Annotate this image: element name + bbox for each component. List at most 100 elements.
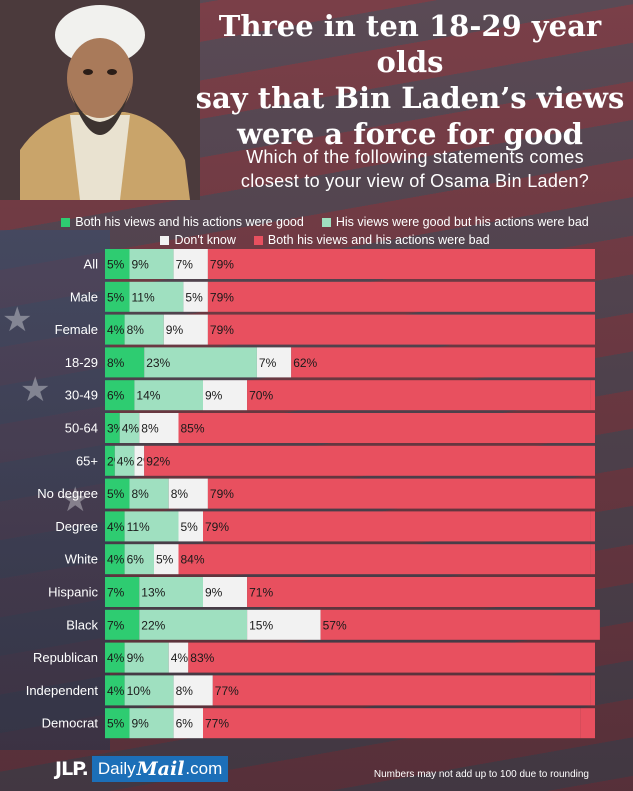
legend-item: Both his views and his actions were bad (253, 233, 490, 247)
bar-segment (105, 675, 125, 706)
bar-segment (178, 544, 591, 575)
legend-item: Both his views and his actions were good (61, 215, 304, 229)
data-label: 5% (107, 487, 125, 501)
bar-segment (178, 511, 203, 542)
data-label: 83% (190, 651, 214, 665)
category-label: 18-29 (65, 355, 98, 370)
data-label: 23% (146, 356, 170, 370)
data-label: 22% (141, 618, 165, 632)
logo-daily: Daily (97, 759, 136, 778)
bar-segment (134, 445, 145, 476)
bar-segment (129, 249, 174, 279)
bar-segment (105, 314, 125, 345)
title-line: say that Bin Laden’s views (195, 81, 625, 115)
bar-segment (144, 347, 257, 378)
category-label: Female (55, 322, 98, 337)
data-label: 77% (215, 684, 239, 698)
data-label: 8% (141, 422, 159, 436)
bar-segment (105, 642, 125, 673)
data-label: 9% (205, 389, 223, 403)
bar-segment (183, 281, 208, 312)
legend-swatch (253, 235, 263, 245)
category-label: 30-49 (65, 388, 98, 403)
data-label: 7% (107, 618, 125, 632)
bar-segment (256, 347, 292, 378)
data-label: 4% (107, 323, 125, 337)
bar-segment (124, 675, 174, 706)
bar-segment (129, 281, 184, 312)
category-label: Hispanic (48, 585, 98, 600)
data-label: 4% (107, 520, 125, 534)
portrait-photo (0, 0, 200, 200)
data-label: 70% (249, 389, 273, 403)
bar-segment (105, 347, 145, 378)
legend-item: Don't know (160, 233, 236, 247)
category-label: Republican (33, 650, 98, 665)
category-label: Democrat (42, 716, 99, 731)
bar-segment (188, 642, 596, 673)
subtitle: Which of the following statements comes … (205, 145, 625, 193)
data-label: 57% (323, 618, 347, 632)
category-label: Degree (55, 519, 98, 534)
bar-segment (203, 380, 248, 411)
data-label: 9% (132, 717, 150, 731)
bar-segment (154, 544, 179, 575)
bar-segment (105, 478, 130, 509)
data-label: 7% (176, 258, 194, 272)
star-icon: ★ (20, 371, 51, 409)
stacked-bar-chart: All 5% 9% 7% 79%Male 5% 11% 5% 79%Female 4% 8% 9% 79… (26, 249, 600, 739)
bar-segment (173, 249, 208, 279)
data-label: 4% (107, 651, 125, 665)
bar-segment (105, 708, 130, 739)
data-label: 7% (107, 586, 125, 600)
bar-segment (163, 314, 208, 345)
bar-segment (129, 478, 169, 509)
data-label: 85% (181, 422, 205, 436)
data-label: 13% (141, 586, 165, 600)
data-label: 8% (107, 356, 125, 370)
data-label: 15% (249, 618, 273, 632)
data-label: 5% (156, 553, 174, 567)
legend-label: Both his views and his actions were good (75, 215, 304, 229)
data-label: 92% (146, 454, 170, 468)
bar-segment (144, 445, 595, 476)
data-label: 77% (205, 717, 229, 731)
bar-segment (105, 609, 140, 640)
brand-logo: JLP. Daily Mail .com (55, 756, 229, 782)
data-label: 79% (205, 520, 229, 534)
bar-fill-remainder (590, 380, 595, 411)
data-label: 79% (210, 487, 234, 501)
flag-canton (0, 230, 110, 750)
bar-segment (139, 609, 248, 640)
data-label: 9% (127, 651, 145, 665)
data-label: 84% (181, 553, 205, 567)
data-label: 4% (122, 422, 140, 436)
bar-fill-remainder (590, 511, 595, 542)
bar-segment (119, 413, 140, 443)
legend-label: Both his views and his actions were bad (267, 233, 490, 247)
bar-segment (203, 708, 581, 739)
data-label: 11% (127, 520, 150, 534)
bar-segment (247, 380, 591, 411)
data-label: 5% (181, 520, 199, 534)
data-label: 4% (107, 553, 125, 567)
bar-segment (247, 577, 595, 607)
data-label: 5% (107, 258, 125, 272)
category-label: Black (66, 617, 98, 632)
bar-segment (168, 642, 189, 673)
data-label: 14% (136, 389, 160, 403)
data-label: 9% (166, 323, 184, 337)
legend: Both his views and his actions were good… (25, 213, 625, 249)
data-label: 4% (171, 651, 189, 665)
data-label: 8% (176, 684, 194, 698)
logo-mail: Mail (136, 758, 185, 780)
category-label: 50-64 (65, 421, 98, 436)
category-label: White (65, 552, 98, 567)
data-label: 8% (127, 323, 145, 337)
legend-item: His views were good but his actions were… (321, 215, 589, 229)
category-label: Independent (26, 683, 99, 698)
bar-segment (124, 544, 154, 575)
bar-segment (203, 511, 591, 542)
bar-segment (173, 708, 203, 739)
bar-segment (203, 577, 248, 607)
